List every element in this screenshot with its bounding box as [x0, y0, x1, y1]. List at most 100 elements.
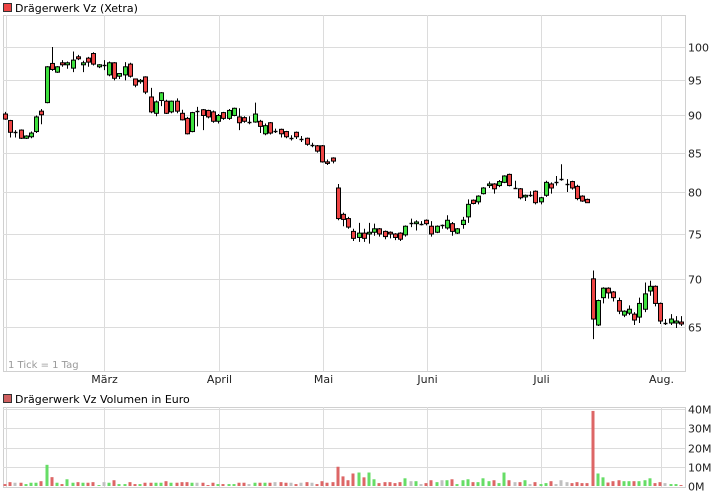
month-label: Juli — [532, 373, 549, 386]
candle — [450, 221, 455, 236]
candle-body-up — [71, 59, 76, 69]
candle-body-down — [653, 285, 658, 304]
candle-body-up — [357, 232, 362, 238]
candle — [487, 181, 492, 188]
candle — [39, 109, 44, 125]
volume-bar — [622, 481, 626, 486]
candle — [346, 216, 351, 229]
candle-body-up — [372, 228, 377, 233]
candle-body-up — [154, 101, 159, 114]
volume-bar — [190, 482, 194, 486]
volume-bar — [211, 482, 215, 486]
volume-bar — [13, 482, 17, 486]
volume-bar — [606, 482, 610, 486]
candle — [362, 228, 367, 242]
candle — [143, 76, 148, 95]
volume-bar — [180, 482, 184, 486]
volume-bar — [81, 482, 85, 486]
volume-bar — [419, 484, 423, 486]
candle — [507, 173, 512, 187]
volume-bar — [398, 482, 402, 486]
volume-bar — [492, 480, 496, 486]
candle — [497, 179, 502, 188]
volume-bar — [658, 482, 662, 486]
candle-body-down — [294, 131, 299, 138]
candle-body-down — [206, 109, 211, 118]
volume-bar — [336, 466, 340, 486]
volume-bar — [39, 481, 43, 486]
volume-bar — [112, 480, 116, 486]
price-axis-label: 95 — [688, 75, 702, 88]
candle — [325, 159, 330, 165]
candle — [253, 102, 258, 123]
candle-body-up — [123, 66, 128, 76]
price-panel: 65 70 75 80 85 90 95 100 März April Mai Juni Juli Aug… — [3, 15, 709, 386]
candle-body-up — [466, 203, 471, 218]
candle — [669, 314, 674, 326]
candle — [81, 60, 86, 73]
candle — [591, 270, 596, 340]
volume-bar — [674, 484, 678, 486]
candle — [97, 64, 102, 69]
candle-body-down — [315, 145, 320, 152]
volume-bar — [455, 484, 459, 486]
candle — [367, 222, 372, 244]
candle-body-down — [128, 63, 133, 77]
candle — [24, 135, 29, 140]
candle-body-up — [24, 135, 29, 139]
candle — [606, 287, 611, 299]
volume-bar — [528, 484, 532, 486]
candle — [528, 191, 533, 197]
volume-bar — [601, 477, 605, 486]
candle — [585, 198, 590, 204]
volume-bar — [466, 479, 470, 486]
candle — [559, 164, 564, 181]
candle — [65, 61, 70, 69]
candle-body-up — [263, 125, 268, 135]
candle-body-up — [138, 79, 143, 83]
candle-body-down — [268, 122, 273, 134]
candle-body-up — [601, 287, 606, 299]
volume-bar — [159, 482, 163, 486]
candle — [393, 233, 398, 241]
candle-body-down — [611, 291, 616, 299]
candle-body-down — [258, 120, 263, 127]
candle — [310, 142, 315, 148]
candle-body-up — [34, 116, 39, 133]
candle-body-up — [81, 62, 86, 66]
candle — [102, 60, 107, 71]
candle-body-down — [86, 57, 91, 63]
price-plot-area — [3, 15, 686, 372]
candle-body-up — [669, 318, 674, 324]
candle — [289, 135, 294, 141]
volume-bar — [221, 484, 225, 486]
candle-body-up — [97, 64, 102, 68]
candle-body-down — [346, 218, 351, 228]
candle-body-down — [50, 62, 55, 70]
volume-bar — [268, 482, 272, 486]
volume-bar — [284, 482, 288, 486]
volume-bar — [544, 483, 548, 486]
volume-bar — [164, 481, 168, 486]
month-label: Aug. — [649, 373, 674, 386]
volume-bar — [367, 472, 371, 486]
candle — [580, 195, 585, 202]
candle — [29, 131, 34, 139]
candle-body-up — [227, 109, 232, 119]
volume-bar — [154, 482, 158, 486]
volume-bar — [351, 473, 355, 486]
candle — [299, 136, 304, 143]
candle — [544, 180, 549, 197]
volume-axis-label: 30M — [688, 423, 712, 436]
volume-bar — [487, 481, 491, 486]
candle-body-down — [492, 183, 497, 190]
candle-body-down — [362, 232, 367, 239]
candle-body-down — [383, 230, 388, 238]
volume-bar — [117, 484, 121, 486]
volume-bar — [513, 482, 517, 486]
volume-bar — [34, 482, 38, 486]
volume-bar — [377, 483, 381, 486]
candle — [232, 107, 237, 117]
candle-body-down — [320, 145, 325, 163]
candle — [195, 106, 200, 127]
